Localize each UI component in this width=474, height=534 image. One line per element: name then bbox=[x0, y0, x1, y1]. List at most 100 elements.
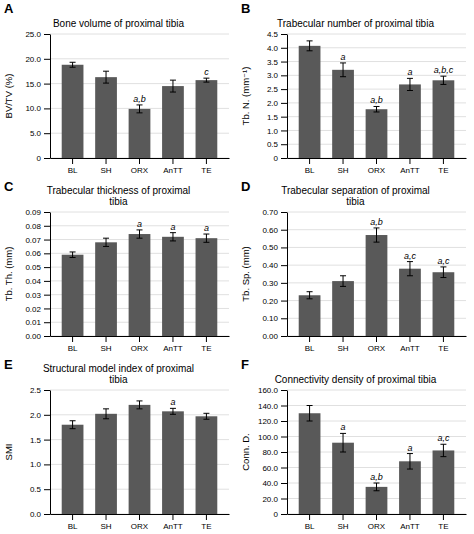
tick-label: 1.5 bbox=[30, 436, 42, 445]
tick-mark bbox=[443, 514, 444, 520]
tick: 120.0 bbox=[258, 417, 287, 426]
tick-mark bbox=[44, 133, 50, 134]
tick: 1.5 bbox=[30, 436, 50, 445]
tick: AnTT bbox=[400, 336, 420, 353]
marks bbox=[62, 401, 218, 514]
tick-label: 20.0 bbox=[25, 55, 41, 64]
tick-label: ORX bbox=[368, 344, 386, 353]
bar bbox=[95, 414, 117, 514]
tick: 0.10 bbox=[262, 314, 287, 323]
panel-label: B bbox=[241, 1, 250, 16]
grid bbox=[287, 34, 466, 158]
annotation: a,b bbox=[370, 472, 383, 482]
tick-label: ORX bbox=[368, 166, 386, 175]
marks bbox=[299, 41, 455, 158]
tick: SH bbox=[337, 336, 348, 353]
annotation: a,c bbox=[437, 433, 450, 443]
tick: 25.0 bbox=[25, 30, 50, 39]
tick: 4.5 bbox=[267, 30, 287, 39]
tick: BL bbox=[68, 158, 78, 175]
tick-label: TE bbox=[201, 522, 211, 531]
tick-label: 0.40 bbox=[262, 261, 278, 270]
bar bbox=[299, 46, 321, 158]
tick-mark bbox=[72, 158, 73, 164]
axis-line bbox=[287, 35, 288, 159]
error-bar bbox=[70, 252, 76, 258]
annotation: a bbox=[204, 223, 209, 233]
y-axis-title: SMI bbox=[3, 444, 14, 461]
tick-mark bbox=[281, 34, 287, 35]
tick-mark bbox=[44, 308, 50, 309]
tick-label: 0.30 bbox=[262, 279, 278, 288]
bar bbox=[129, 109, 151, 158]
annotation: a,b bbox=[133, 94, 146, 104]
annotation: a,b bbox=[370, 217, 383, 227]
bar bbox=[366, 235, 388, 336]
error-bar bbox=[137, 230, 143, 238]
bar bbox=[332, 443, 354, 514]
tick: 0.04 bbox=[25, 277, 50, 286]
tick-mark bbox=[281, 117, 287, 118]
tick-label: 25.0 bbox=[25, 30, 41, 39]
grid-line bbox=[287, 405, 466, 406]
tick: 0.03 bbox=[25, 291, 50, 300]
tick-mark bbox=[281, 301, 287, 302]
error-bar bbox=[340, 63, 346, 77]
tick-label: 10.0 bbox=[25, 104, 41, 113]
axis-line bbox=[287, 213, 288, 337]
tick: 140.0 bbox=[258, 402, 287, 411]
tick-label: 3.5 bbox=[267, 58, 279, 67]
tick: 0.30 bbox=[262, 279, 287, 288]
bar bbox=[399, 269, 421, 336]
tick: 0.09 bbox=[25, 208, 50, 217]
tick-label: 0.06 bbox=[25, 249, 41, 258]
plot-area: aa,baa,b,c00.51.01.52.02.53.03.54.04.5BL… bbox=[240, 30, 467, 175]
tick-label: 0 bbox=[274, 154, 279, 163]
y-axis: 05.010.015.020.025.0 bbox=[25, 30, 50, 163]
tick: 0.07 bbox=[25, 236, 50, 245]
tick: 0.5 bbox=[267, 140, 287, 149]
grid-line bbox=[50, 212, 229, 213]
tick-mark bbox=[443, 158, 444, 164]
tick-mark bbox=[281, 421, 287, 422]
error-bar bbox=[70, 421, 76, 429]
tick-label: BL bbox=[68, 166, 78, 175]
annotation: a bbox=[170, 397, 175, 407]
panel-title: Connectivity density of proximal tibia bbox=[275, 374, 437, 385]
tick: 1.5 bbox=[267, 113, 287, 122]
tick-mark bbox=[281, 390, 287, 391]
tick-mark bbox=[309, 514, 310, 520]
bar bbox=[62, 425, 84, 514]
bar bbox=[162, 237, 184, 336]
tick-label: TE bbox=[201, 166, 211, 175]
tick-mark bbox=[281, 75, 287, 76]
x-axis: BLSHORXAnTTTE bbox=[51, 336, 230, 353]
tick-mark bbox=[281, 318, 287, 319]
marks bbox=[299, 406, 455, 515]
error-bar bbox=[137, 401, 143, 409]
tick: 100.0 bbox=[258, 433, 287, 442]
tick-mark bbox=[443, 336, 444, 342]
tick-mark bbox=[343, 336, 344, 342]
tick-mark bbox=[281, 468, 287, 469]
bar bbox=[162, 86, 184, 158]
tick-mark bbox=[281, 499, 287, 500]
annotation: a,b bbox=[370, 95, 383, 105]
annotations: aa,baa,c bbox=[341, 422, 450, 482]
tick-label: ORX bbox=[131, 522, 149, 531]
tick-label: TE bbox=[438, 166, 448, 175]
error-bar bbox=[103, 409, 109, 419]
tick-label: AnTT bbox=[163, 166, 183, 175]
error-bar bbox=[170, 233, 176, 241]
tick-mark bbox=[44, 253, 50, 254]
tick: 60.0 bbox=[262, 464, 287, 473]
figure: ABone volume of proximal tibiaa,bc05.010… bbox=[0, 0, 474, 534]
tick-mark bbox=[44, 84, 50, 85]
grid-line bbox=[287, 212, 466, 213]
tick-label: 40.0 bbox=[262, 479, 278, 488]
tick-label: 0.60 bbox=[262, 226, 278, 235]
tick: 1.0 bbox=[30, 460, 50, 469]
error-bar bbox=[440, 76, 446, 84]
tick: 0 bbox=[274, 510, 287, 519]
tick-label: TE bbox=[201, 344, 211, 353]
